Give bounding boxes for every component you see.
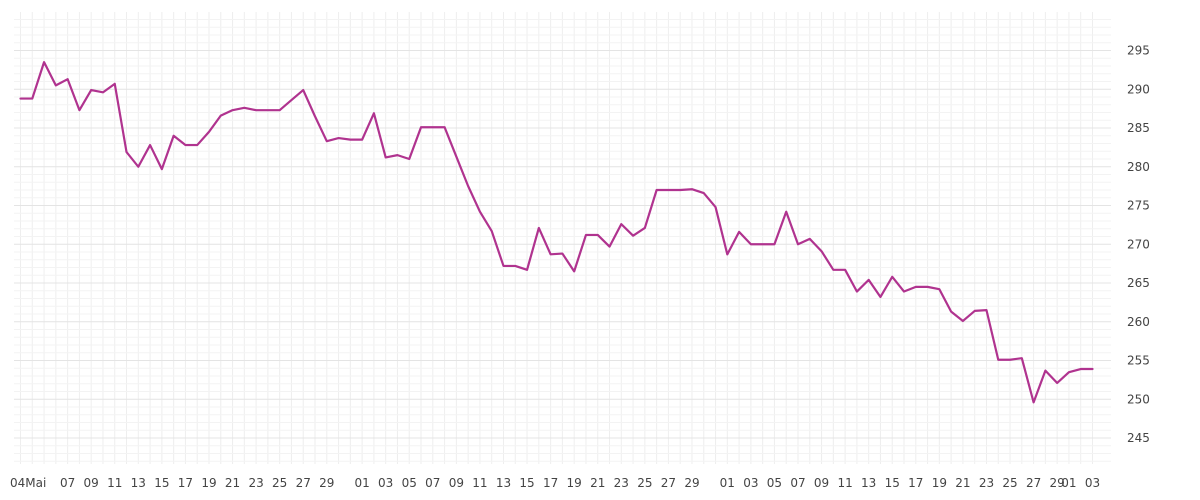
x-tick-label: 15 [154,476,169,490]
x-tick-label: 07 [790,476,805,490]
x-tick-label: 21 [590,476,605,490]
x-axis-tick-labels: 04Mai 07 09 11 13 15 17 19 21 23 25 27 29 01 03 05 07 09 1… [10,476,1100,490]
y-tick-label: 265 [1127,276,1150,290]
y-tick-label: 250 [1127,392,1150,406]
x-tick-label: 17 [543,476,558,490]
y-gridlines [14,19,1111,462]
x-tick-label: 09 [814,476,829,490]
x-tick-label: 13 [496,476,511,490]
x-tick-label: 11 [837,476,852,490]
x-tick-label: 11 [107,476,122,490]
x-tick-label: 27 [1026,476,1041,490]
x-tick-label: 29 [319,476,334,490]
x-tick-label: 29 [1050,476,1065,490]
x-tick-label: 29 [684,476,699,490]
x-tick-label: 11 [472,476,487,490]
y-axis-tick-labels: 245 250 255 260 265 270 275 280 285 290 295 [1127,44,1150,446]
y-tick-label: 290 [1127,82,1150,96]
series-layer [19,61,1094,404]
x-tick-label: 15 [885,476,900,490]
x-tick-label: 01 [354,476,369,490]
x-tick-label: 09 [449,476,464,490]
x-tick-label: 15 [519,476,534,490]
y-tick-label: 275 [1127,199,1150,213]
x-tick-label: 19 [201,476,216,490]
x-tick-label: 23 [979,476,994,490]
x-tick-label: 13 [861,476,876,490]
x-tick-label: 01 [720,476,735,490]
y-tick-label: 280 [1127,160,1150,174]
x-tick-label: 27 [661,476,676,490]
x-tick-label: 17 [178,476,193,490]
x-tick-label: 25 [1002,476,1017,490]
x-tick-label: 21 [225,476,240,490]
x-tick-label: 07 [60,476,75,490]
x-tick-label: 03 [743,476,758,490]
y-tick-label: 255 [1127,354,1150,368]
x-tick-label: 17 [908,476,923,490]
x-tick-label: 19 [932,476,947,490]
x-tick-label: 27 [296,476,311,490]
y-tick-label: 270 [1127,237,1150,251]
y-tick-label: 295 [1127,44,1150,58]
x-tick-label: 01 [1061,476,1076,490]
x-tick-label: 13 [131,476,146,490]
x-tick-label: 07 [425,476,440,490]
series-line [19,61,1094,404]
x-tick-label: 23 [248,476,263,490]
x-tick-label: 25 [272,476,287,490]
x-tick-label: 09 [84,476,99,490]
x-tick-label: 03 [378,476,393,490]
x-tick-label: 03 [1085,476,1100,490]
y-tick-label: 245 [1127,431,1150,445]
x-tick-label: 05 [402,476,417,490]
y-tick-label: 260 [1127,315,1150,329]
x-tick-label: 04Mai [10,476,46,490]
x-tick-label: 25 [637,476,652,490]
x-tick-label: 21 [955,476,970,490]
x-tick-label: 23 [614,476,629,490]
y-tick-label: 285 [1127,121,1150,135]
x-tick-label: 05 [767,476,782,490]
x-tick-label: 19 [567,476,582,490]
